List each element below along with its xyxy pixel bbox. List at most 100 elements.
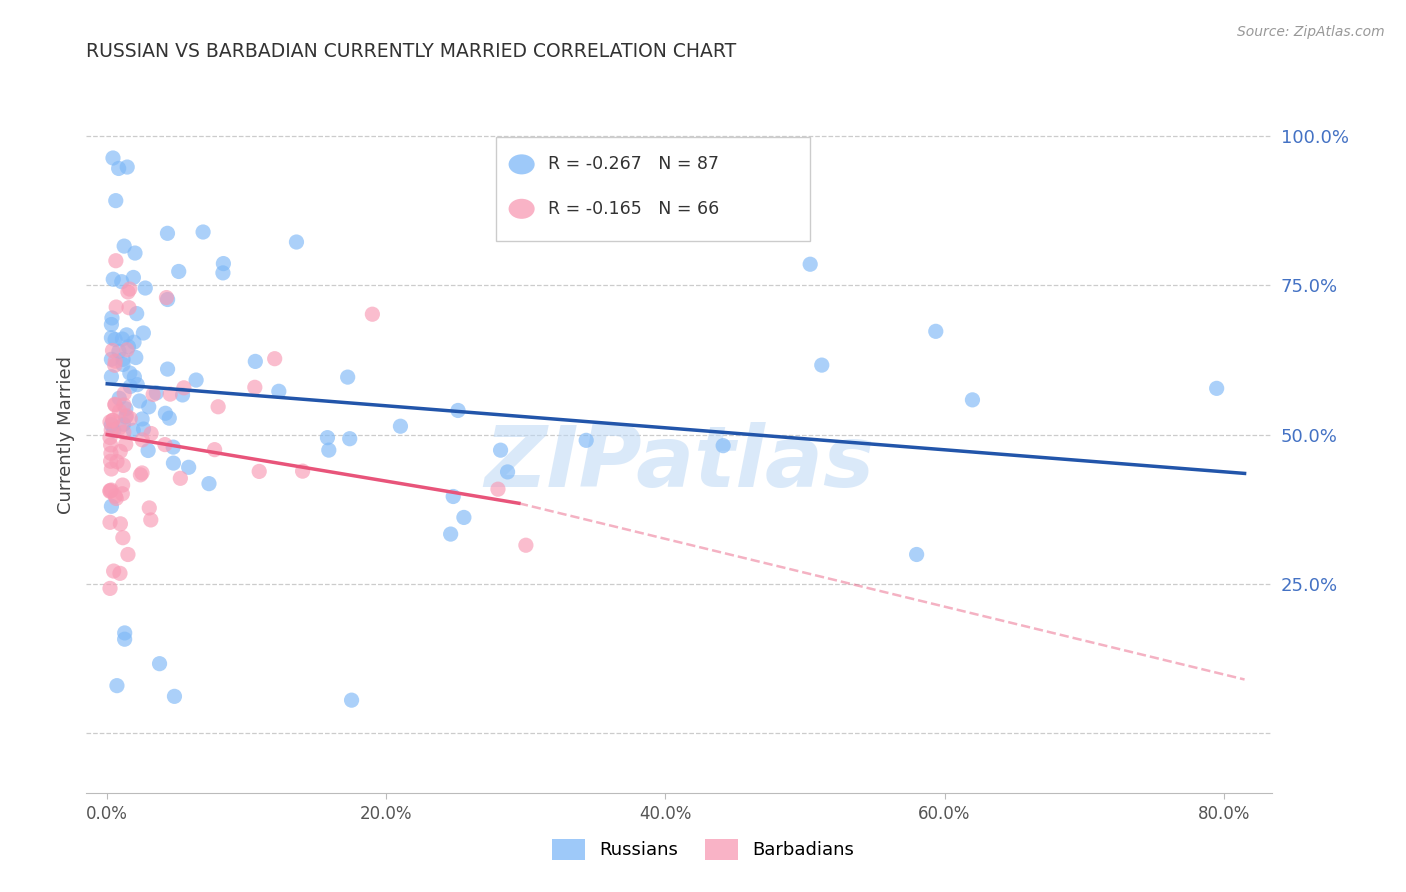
Point <box>191 225 214 239</box>
Point <box>440 527 463 541</box>
Y-axis label: Currently Married: Currently Married <box>58 356 75 514</box>
Point <box>389 419 412 434</box>
Point <box>100 483 122 497</box>
Point <box>104 397 127 411</box>
Point <box>291 464 314 478</box>
Point <box>100 446 122 460</box>
Point <box>129 467 152 482</box>
Point <box>100 352 122 367</box>
Point <box>163 690 186 704</box>
Point <box>212 256 235 270</box>
Point <box>339 432 361 446</box>
Point <box>156 293 179 307</box>
Point <box>112 417 135 432</box>
Point <box>575 434 598 448</box>
Point <box>267 384 290 399</box>
Point <box>100 331 122 345</box>
Point <box>104 194 127 208</box>
Point <box>496 465 519 479</box>
Point <box>103 272 125 286</box>
Point <box>115 401 138 416</box>
Point <box>100 423 122 437</box>
Text: Source: ZipAtlas.com: Source: ZipAtlas.com <box>1237 25 1385 39</box>
Point <box>105 679 128 693</box>
Point <box>100 462 122 476</box>
Point <box>101 413 124 427</box>
Point <box>453 510 475 524</box>
Point <box>148 657 170 671</box>
Point <box>515 538 537 552</box>
Point <box>131 412 153 426</box>
Point <box>118 282 141 296</box>
Point <box>111 275 134 289</box>
Point <box>124 246 146 260</box>
Point <box>100 318 122 332</box>
Point <box>124 370 146 384</box>
Point <box>101 413 124 427</box>
Point <box>156 227 179 241</box>
Point <box>117 285 139 299</box>
Point <box>104 358 127 372</box>
FancyBboxPatch shape <box>495 137 810 241</box>
Point <box>101 151 124 165</box>
Point <box>489 443 512 458</box>
Point <box>122 335 145 350</box>
Point <box>101 310 124 325</box>
Point <box>122 423 145 437</box>
Point <box>98 516 121 530</box>
Point <box>111 531 134 545</box>
Point <box>104 398 127 412</box>
Point <box>799 257 821 271</box>
Point <box>247 464 270 478</box>
Point <box>107 161 129 176</box>
Text: R = -0.267   N = 87: R = -0.267 N = 87 <box>548 155 718 173</box>
Point <box>112 425 135 439</box>
Point <box>105 455 128 469</box>
Point <box>245 354 267 368</box>
Point <box>100 500 122 514</box>
Point <box>177 460 200 475</box>
Point <box>263 351 285 366</box>
Point <box>184 373 207 387</box>
Point <box>111 358 134 372</box>
Point <box>361 307 384 321</box>
Point <box>173 381 195 395</box>
Point <box>105 491 128 506</box>
Point <box>108 421 131 435</box>
Point <box>112 458 135 473</box>
Point <box>145 385 167 400</box>
Point <box>962 392 984 407</box>
Point <box>155 406 177 420</box>
Point <box>162 440 184 454</box>
Point <box>110 516 132 531</box>
Point <box>316 431 339 445</box>
Point <box>117 548 139 562</box>
Point <box>138 500 160 515</box>
Point <box>318 443 340 458</box>
Text: ZIPatlas: ZIPatlas <box>484 422 875 505</box>
Ellipse shape <box>509 154 534 175</box>
Point <box>156 362 179 376</box>
Point <box>111 478 134 492</box>
Point <box>120 411 142 425</box>
Point <box>108 391 131 405</box>
Point <box>136 443 159 458</box>
Point <box>131 466 153 480</box>
Point <box>117 340 139 354</box>
Point <box>157 411 180 425</box>
Point <box>120 379 142 393</box>
Point <box>105 300 128 314</box>
Point <box>101 343 124 358</box>
Point <box>100 438 122 452</box>
Point <box>100 454 122 468</box>
Point <box>104 354 127 368</box>
Legend: Russians, Barbadians: Russians, Barbadians <box>546 831 860 867</box>
Point <box>142 387 165 401</box>
Point <box>810 358 832 372</box>
Point <box>132 422 155 436</box>
Point <box>486 482 509 496</box>
Point <box>118 301 141 315</box>
Point <box>169 471 191 485</box>
Point <box>112 352 135 367</box>
Point <box>103 424 125 438</box>
